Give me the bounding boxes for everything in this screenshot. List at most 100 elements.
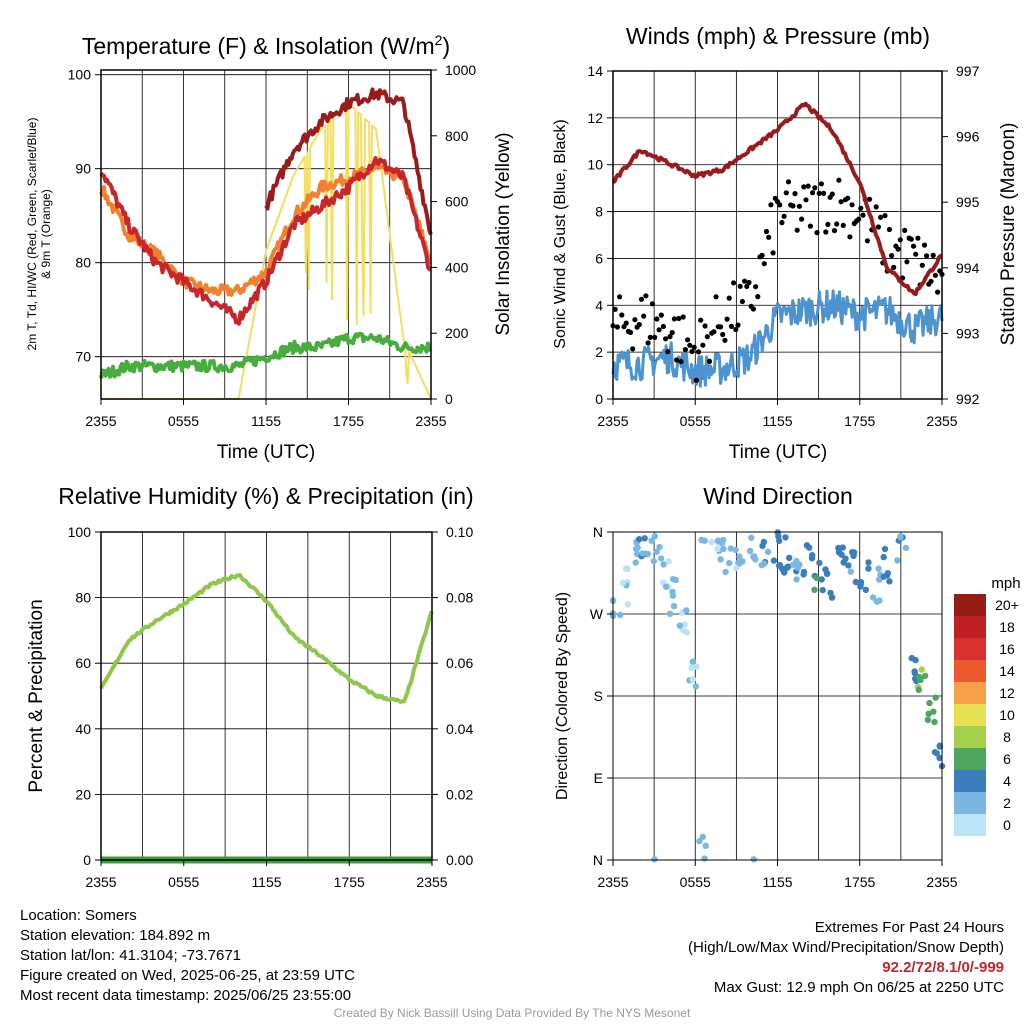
direction-point [632,559,639,566]
direction-point [718,540,726,547]
gust-point [744,283,750,289]
y-tick-label-right: 200 [445,325,469,341]
direction-point [881,545,889,553]
extremes-subtitle: (High/Low/Max Wind/Precipitation/Snow De… [688,939,1004,956]
legend-label: 10 [999,707,1015,723]
direction-ticks: 2355 0555 1155 1755 2355 N E S W N [590,524,958,890]
temperature-title: Temperature (F) & Insolation (W/m2) [82,32,450,59]
gust-point [904,259,910,265]
y-tick-label-left: 70 [75,349,91,365]
gust-point [713,294,719,300]
extremes-info: Extremes For Past 24 Hours (High/Low/Max… [688,918,1004,998]
gust-point [656,327,662,333]
legend-swatch [954,770,986,792]
direction-point [876,597,883,604]
direction-point [865,565,872,572]
direction-panel: Wind Direction 2355 0555 1155 1755 2355 N E S W N… [554,483,1021,890]
temperature-panel: Temperature (F) & Insolation (W/m2) 2355… [25,32,514,463]
y-tick-label-right: 0.08 [446,590,473,606]
gust-point [805,183,811,189]
direction-point [746,547,754,555]
humidity-panel: Relative Humidity (%) & Precipitation (i… [26,483,474,890]
direction-point [783,564,790,571]
gust-point [860,212,866,218]
direction-point [865,559,872,566]
gust-point [717,324,724,330]
direction-point [650,557,657,565]
gust-point [720,331,726,338]
gust-point [645,340,651,346]
y-tick-label-right: 996 [956,129,980,145]
gust-point [649,301,656,307]
gust-point [867,196,873,202]
direction-point [845,562,852,569]
y-tick-label-right: 992 [956,391,980,407]
gust-point [671,316,678,322]
direction-point [669,592,677,599]
y-tick-label-right: 993 [956,325,980,341]
direction-point [875,565,882,572]
gust-point [643,293,649,299]
gust-point [674,357,680,363]
gust-point [617,294,623,300]
gust-point [919,262,925,268]
legend-label: 16 [999,641,1015,657]
gust-point [823,229,829,235]
direction-point [915,673,923,681]
direction-point [617,611,624,619]
direction-point [727,545,734,552]
direction-point [736,553,743,560]
x-tick-label: 2355 [85,413,116,429]
gust-point [746,279,752,286]
figure-created: Figure created on Wed, 2025-06-25, at 23… [20,967,355,984]
y-tick-label-left: 100 [68,67,92,83]
y-tick-label-right: 0 [445,391,453,407]
legend-label: 20+ [995,597,1019,613]
gust-point [669,330,675,336]
direction-point [701,855,708,862]
gust-point [726,295,732,301]
y-tick-label-left: 0 [83,852,91,868]
station-latlon: Station lat/lon: 41.3104; -73.7671 [20,947,242,964]
direction-series [609,529,946,863]
direction-point [669,575,677,583]
direction-point [698,536,705,544]
direction-point [776,537,783,545]
gust-point [753,284,759,290]
gust-point [829,191,835,197]
direction-point [918,666,925,673]
gust-point [737,283,743,289]
x-tick-label: 1155 [251,874,281,890]
direction-point [683,607,690,614]
direction-point [699,833,706,840]
gust-point [676,315,682,322]
gust-point [794,227,800,233]
gust-point [768,202,774,208]
gust-point [864,238,871,244]
direction-point [683,629,690,636]
gust-point [801,184,807,190]
gust-point [632,317,638,323]
gust-point [895,246,901,252]
y-tick-label-right: 800 [445,128,469,144]
legend-swatch [954,638,986,660]
direction-point [758,562,765,569]
gust-point [731,280,737,286]
direction-point [750,553,757,560]
gust-point [667,334,673,340]
gust-point [792,191,798,197]
y-tick-label-left: 4 [595,297,603,313]
legend-label: 4 [1003,773,1011,789]
legend-swatch [954,616,986,638]
extremes-values: 92.2/72/8.1/0/-999 [882,959,1004,976]
speed-legend-title: mph [991,575,1020,592]
recent-timestamp: Most recent data timestamp: 2025/06/25 2… [20,987,352,1004]
direction-point [651,533,659,540]
direction-point [835,544,842,552]
direction-point [662,583,670,590]
gust-point [636,321,642,328]
y-tick-label-left: S [594,688,603,704]
direction-point [931,718,938,726]
legend-swatch [954,660,986,682]
direction-point [651,856,658,863]
